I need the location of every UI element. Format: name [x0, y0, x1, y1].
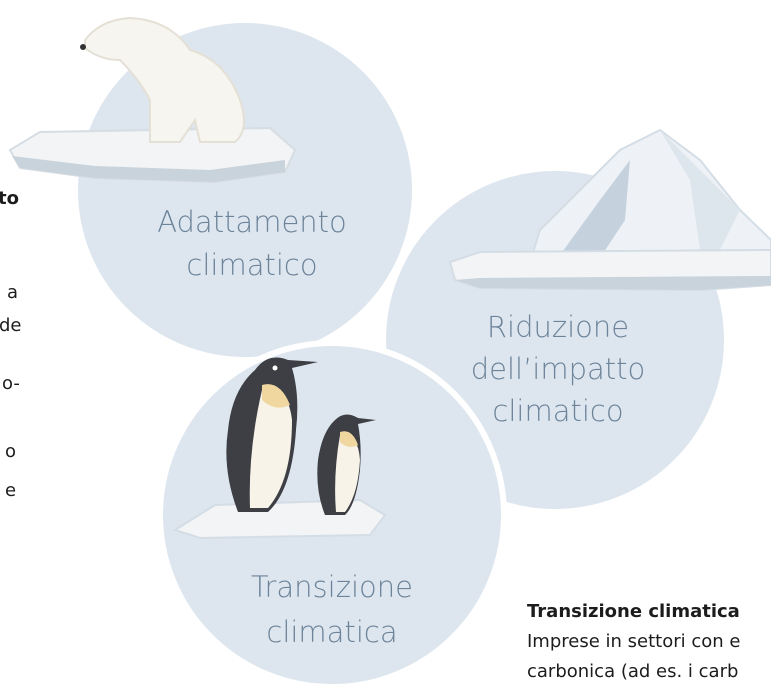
left-fragment: a	[7, 282, 18, 303]
infographic: Adattamento climatico Riduzione dell’imp…	[0, 0, 771, 686]
circle-label: Adattamento	[157, 205, 347, 239]
side-title: Transizione climatica	[527, 601, 740, 622]
circle-adaptation	[75, 20, 415, 360]
circle-label: climatica	[266, 615, 397, 649]
left-fragment: o-	[2, 373, 20, 394]
circle-label: dell’impatto	[471, 352, 646, 386]
circle-label: Riduzione	[487, 310, 629, 344]
left-fragment: o	[5, 441, 16, 462]
side-line: carbonica (ad es. i carb	[527, 661, 738, 682]
left-fragment: de	[0, 315, 22, 336]
circle-label: climatico	[186, 248, 317, 282]
left-fragment-title: to	[0, 188, 19, 209]
left-fragment: e	[5, 480, 16, 501]
side-line: Imprese in settori con e	[527, 631, 740, 652]
circle-label: climatico	[492, 394, 623, 428]
circle-label: Transizione	[251, 570, 413, 604]
